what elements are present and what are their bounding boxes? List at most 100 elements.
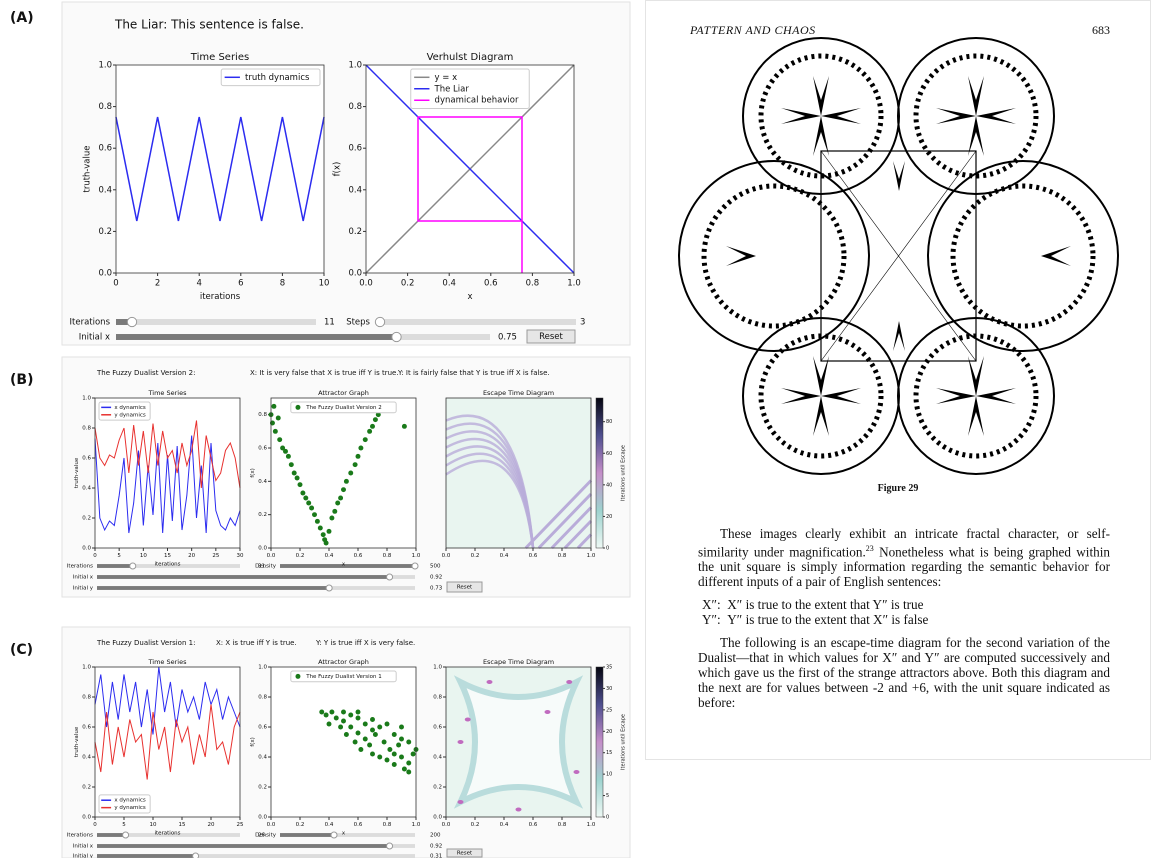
scatter-point — [319, 710, 324, 715]
x-axis-label: x — [467, 292, 472, 302]
scatter-point — [286, 454, 291, 459]
legend-label: y = x — [435, 73, 458, 83]
paragraph: The following is an escape-time diagram … — [698, 635, 1110, 710]
colorbar-tick-label: 60 — [606, 451, 612, 457]
sentence-name: Y″: — [702, 612, 721, 627]
slider-handle[interactable] — [412, 563, 418, 569]
y-tick-label: 0.2 — [258, 512, 267, 518]
y-tick-label: 0.8 — [258, 412, 267, 418]
y-tick-label: 1.0 — [82, 396, 91, 402]
colorbar-tick-label: 10 — [606, 772, 612, 778]
chart-title: Time Series — [148, 658, 188, 666]
scatter-point — [298, 482, 303, 487]
scatter-point — [324, 713, 329, 718]
scatter-point — [358, 747, 363, 752]
x-tick-label: 0.2 — [401, 278, 415, 288]
slider-handle[interactable] — [127, 317, 136, 326]
y-tick-label: 0.0 — [82, 815, 91, 821]
scatter-point — [402, 424, 407, 429]
scatter-point — [332, 509, 337, 514]
y-tick-label: 0.0 — [82, 546, 91, 552]
scatter-point — [276, 416, 281, 421]
body-text: These images clearly exhibit an intricat… — [698, 526, 1110, 718]
chart-title: Verhulst Diagram — [427, 52, 514, 63]
x-tick-label: 1.0 — [587, 553, 596, 559]
slider-value: 0.92 — [430, 575, 442, 581]
x-axis-label: iterations — [154, 561, 180, 567]
scatter-point — [363, 722, 368, 727]
legend-marker — [295, 405, 300, 410]
scatter-point — [303, 496, 308, 501]
y-axis-label: truth-value — [74, 726, 80, 757]
y-tick-label: 0.4 — [82, 755, 91, 761]
y-tick-label: 1.0 — [433, 665, 442, 671]
x-tick-label: 4 — [196, 278, 201, 288]
slider-handle[interactable] — [130, 563, 136, 569]
slider-label: Initial x — [79, 333, 110, 343]
slider-fill — [97, 575, 390, 579]
slider-label: Initial y — [73, 586, 94, 592]
scatter-point — [406, 761, 411, 766]
scatter-point — [324, 541, 329, 546]
slider-handle[interactable] — [375, 317, 384, 326]
slider-handle[interactable] — [387, 574, 393, 580]
legend-label: x dynamics — [114, 405, 146, 411]
x-tick-label: 0.8 — [383, 553, 392, 559]
y-tick-label: 0.6 — [258, 725, 267, 731]
legend-label: y dynamics — [114, 412, 146, 418]
page: (A)The Liar: This sentence is false.Iter… — [0, 0, 1151, 858]
scatter-point — [318, 526, 323, 531]
scatter-point — [392, 732, 397, 737]
slider-fill — [116, 334, 397, 340]
slider-handle[interactable] — [326, 585, 332, 591]
panel-label: (B) — [10, 372, 33, 388]
scatter-point — [367, 429, 372, 434]
scatter-point — [367, 743, 372, 748]
panel-title: X: It is very false that X is true iff Y… — [250, 369, 399, 377]
slider-handle[interactable] — [123, 832, 129, 838]
chart-title: Escape Time Diagram — [483, 389, 554, 397]
slider-handle[interactable] — [331, 832, 337, 838]
slider-value: 0.92 — [430, 844, 442, 850]
slider-fill — [97, 564, 133, 568]
scatter-point — [341, 719, 346, 724]
x-tick-label: 0.6 — [529, 553, 538, 559]
legend-label: The Fuzzy Dualist Version 2 — [305, 405, 382, 411]
legend-label: y dynamics — [114, 805, 146, 811]
slider-track — [116, 319, 316, 325]
x-tick-label: 1.0 — [412, 553, 421, 559]
scatter-point — [356, 731, 361, 736]
slider-value: 0.31 — [430, 854, 442, 858]
panel-title: X: X is true iff Y is true. — [216, 639, 297, 647]
y-tick-label: 1.0 — [348, 61, 362, 71]
y-tick-label: 0.4 — [82, 486, 91, 492]
colorbar-tick-label: 35 — [606, 665, 612, 671]
y-tick-label: 0.8 — [433, 695, 442, 701]
scatter-point — [399, 755, 404, 760]
y-tick-label: 0.6 — [82, 456, 91, 462]
scatter-point — [406, 740, 411, 745]
escape-spot — [458, 800, 464, 804]
slider-handle[interactable] — [387, 843, 393, 849]
scatter-point — [348, 471, 353, 476]
y-axis-label: f(x) — [250, 737, 256, 746]
slider-fill — [97, 586, 329, 590]
slider-handle[interactable] — [193, 853, 199, 858]
slider-handle[interactable] — [392, 332, 401, 341]
fractal-outline — [679, 38, 1118, 474]
escape-spot — [574, 770, 580, 774]
y-tick-label: 1.0 — [258, 665, 267, 671]
scatter-point — [385, 758, 390, 763]
y-tick-label: 0.0 — [258, 546, 267, 552]
x-tick-label: 0.2 — [296, 822, 305, 828]
scatter-point — [341, 487, 346, 492]
chart-title: Attractor Graph — [318, 658, 369, 666]
scatter-point — [377, 725, 382, 730]
x-tick-label: 10 — [140, 553, 147, 559]
slider-fill — [280, 564, 415, 568]
legend-label: x dynamics — [114, 798, 146, 804]
escape-spot — [545, 710, 551, 714]
x-tick-label: 0.6 — [529, 822, 538, 828]
x-tick-label: 0 — [93, 822, 97, 828]
x-tick-label: 1.0 — [567, 278, 581, 288]
